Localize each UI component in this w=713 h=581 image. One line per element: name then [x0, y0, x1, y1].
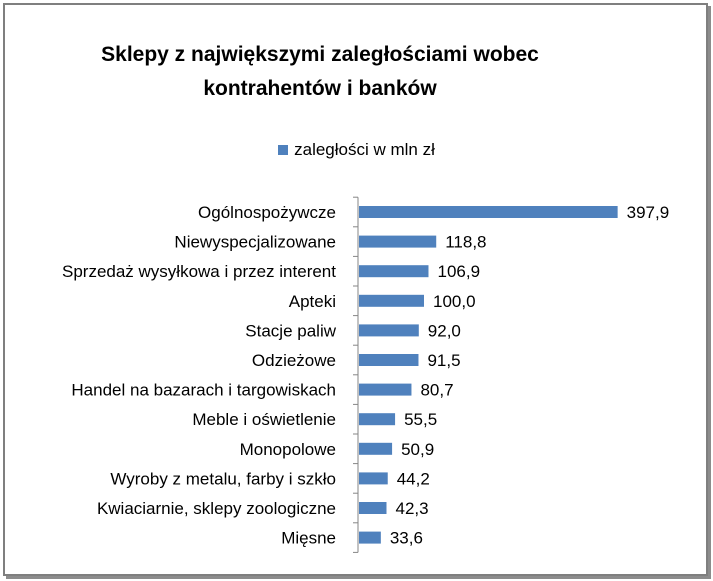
chart-title-line-2: kontrahentów i banków	[203, 77, 437, 100]
bar	[359, 235, 437, 248]
category-label: Meble i oświetlenie	[192, 410, 336, 429]
value-label: 100,0	[433, 292, 476, 311]
bar	[359, 206, 618, 218]
category-label: Apteki	[289, 292, 336, 311]
bars-group: Ogólnospożywcze 397,9 Niewyspecjalizowane 1…	[62, 196, 670, 553]
category-label: Handel na bazarach i targowiskach	[71, 381, 336, 400]
category-label: Stacje paliw	[245, 321, 336, 340]
bar	[359, 294, 424, 307]
category-label: Odzieżowe	[252, 351, 336, 370]
value-label: 44,2	[397, 469, 430, 488]
category-label: Monopolowe	[240, 440, 336, 459]
value-label: 106,9	[437, 262, 480, 281]
value-label: 50,9	[401, 440, 434, 459]
bar	[359, 265, 429, 278]
value-label: 80,7	[420, 381, 453, 400]
category-label: Mięsne	[281, 529, 336, 548]
bar	[359, 502, 387, 514]
legend: zaległości w mln zł	[0, 140, 713, 160]
value-label: 397,9	[627, 203, 670, 222]
category-label: Ogólnospożywcze	[198, 203, 336, 222]
bar	[359, 354, 419, 366]
value-label: 91,5	[427, 351, 460, 370]
category-label: Kwiaciarnie, sklepy zoologiczne	[97, 499, 336, 518]
value-label: 92,0	[428, 321, 461, 340]
category-label: Sprzedaż wysyłkowa i przez interent	[62, 262, 336, 281]
value-label: 33,6	[390, 529, 423, 548]
bar	[359, 442, 393, 455]
chart-title-line-1: Sklepy z największymi zaległościami wobe…	[101, 43, 539, 66]
bar	[359, 472, 388, 485]
value-label: 42,3	[395, 499, 428, 518]
chart-frame	[3, 3, 708, 576]
bar	[359, 531, 381, 544]
value-label: 118,8	[445, 233, 486, 252]
value-label: 55,5	[404, 410, 437, 429]
category-label: Wyroby z metalu, farby i szkło	[110, 469, 336, 488]
category-label: Niewyspecjalizowane	[174, 233, 336, 252]
bar	[359, 383, 412, 396]
legend-label: zaległości w mln zł	[294, 140, 435, 159]
bar	[359, 413, 396, 426]
bar	[359, 324, 419, 337]
legend-swatch	[278, 144, 289, 155]
